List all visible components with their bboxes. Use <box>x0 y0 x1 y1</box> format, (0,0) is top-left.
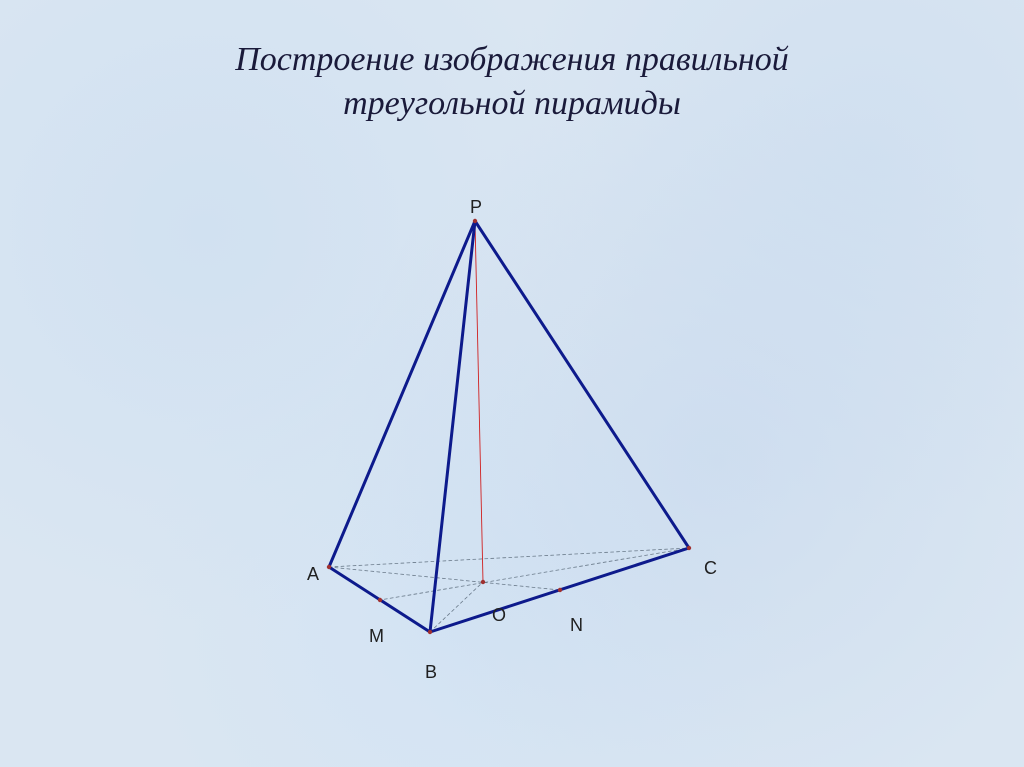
hidden-edges <box>329 548 689 632</box>
altitude <box>475 221 483 582</box>
point-A <box>327 565 331 569</box>
vertex-points <box>327 219 691 634</box>
label-P: P <box>470 197 482 218</box>
label-C: C <box>704 558 717 579</box>
label-N: N <box>570 615 583 636</box>
label-M: M <box>369 626 384 647</box>
point-B <box>428 630 432 634</box>
point-P <box>473 219 477 223</box>
visible-edges <box>329 221 689 632</box>
label-A: A <box>307 564 319 585</box>
point-M <box>378 598 382 602</box>
point-C <box>687 546 691 550</box>
point-N <box>558 588 562 592</box>
label-O: O <box>492 605 506 626</box>
point-O <box>481 580 485 584</box>
pyramid-diagram <box>0 0 1024 767</box>
label-B: B <box>425 662 437 683</box>
